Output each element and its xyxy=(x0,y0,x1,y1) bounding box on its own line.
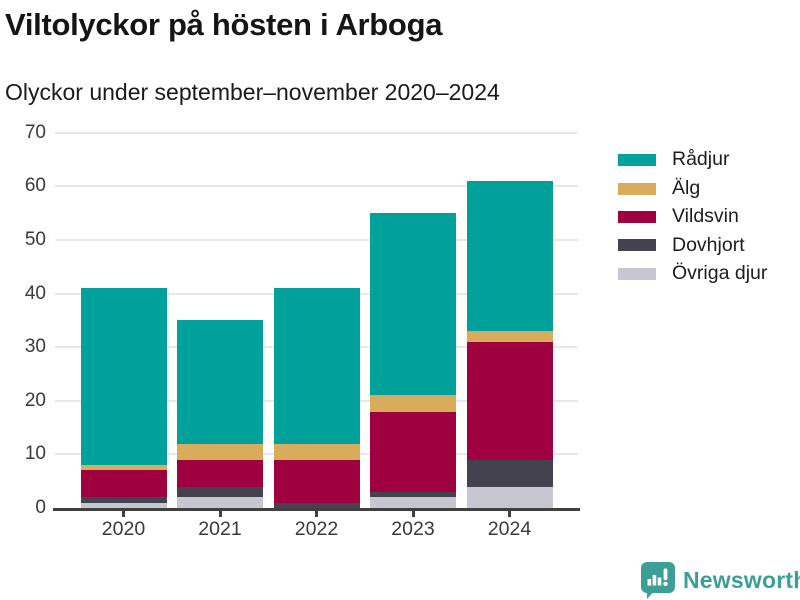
legend: Rådjur Älg Vildsvin Dovhjort Övriga djur xyxy=(618,146,767,288)
bar-segment xyxy=(177,487,263,497)
legend-swatch xyxy=(618,239,656,252)
bar-segment xyxy=(370,497,456,508)
x-axis-label: 2023 xyxy=(391,518,435,540)
bar-segment xyxy=(80,470,167,497)
chart-subtitle: Olyckor under september–november 2020–20… xyxy=(5,79,500,105)
bar-segment xyxy=(273,444,360,460)
brand-logo: Newsworthy xyxy=(641,562,800,599)
y-axis-label: 20 xyxy=(24,389,46,411)
chart-title: Viltolyckor på hösten i Arboga xyxy=(5,7,443,42)
legend-item: Rådjur xyxy=(618,146,767,174)
legend-item: Dovhjort xyxy=(618,231,767,259)
bar-segment xyxy=(80,503,167,508)
x-axis-line xyxy=(53,508,580,511)
legend-label: Vildsvin xyxy=(672,205,739,228)
bar-segment xyxy=(80,497,167,503)
bar-segment xyxy=(370,412,456,492)
bar-segment xyxy=(466,331,553,342)
x-axis-tick xyxy=(315,510,318,517)
y-axis-label: 70 xyxy=(24,121,46,143)
brand-name: Newsworthy xyxy=(683,567,800,593)
legend-label: Dovhjort xyxy=(672,233,745,256)
bar-segment xyxy=(273,460,360,503)
bar-segment xyxy=(177,497,263,508)
gridline xyxy=(55,239,578,241)
x-axis-label: 2022 xyxy=(294,518,339,540)
y-axis-label: 40 xyxy=(24,282,46,304)
x-axis-tick xyxy=(411,510,415,517)
y-axis-label: 0 xyxy=(35,497,46,518)
bar-segment xyxy=(466,342,553,460)
bar-segment xyxy=(177,320,263,444)
y-axis-label: 60 xyxy=(24,175,46,197)
bar-segment xyxy=(177,444,263,460)
x-axis-label: 2021 xyxy=(198,518,242,540)
x-axis-label: 2020 xyxy=(101,518,146,540)
bar-segment xyxy=(177,460,263,487)
x-axis-label: 2024 xyxy=(487,518,532,540)
legend-swatch xyxy=(618,182,656,195)
bar-segment xyxy=(370,213,456,395)
legend-swatch xyxy=(618,210,656,223)
legend-item: Vildsvin xyxy=(618,203,767,231)
gridline xyxy=(55,185,578,188)
legend-label: Älg xyxy=(672,176,701,199)
x-axis-tick xyxy=(508,510,511,517)
bar-segment xyxy=(370,492,456,497)
gridline xyxy=(55,131,578,134)
legend-swatch xyxy=(618,154,656,167)
y-axis-label: 30 xyxy=(24,336,46,358)
newsworthy-icon xyxy=(641,562,675,599)
x-axis-tick xyxy=(122,510,125,517)
legend-label: Övriga djur xyxy=(672,262,768,284)
bar-segment xyxy=(370,395,456,412)
bar-segment xyxy=(466,487,553,508)
bar-segment xyxy=(466,181,553,331)
legend-label: Rådjur xyxy=(672,148,730,171)
y-axis-label: 10 xyxy=(24,443,46,465)
bar-segment xyxy=(80,465,167,470)
bar-segment xyxy=(80,288,167,465)
legend-item: Övriga djur xyxy=(618,260,767,288)
legend-swatch xyxy=(618,267,656,280)
legend-item: Älg xyxy=(618,174,767,202)
y-axis-label: 50 xyxy=(24,229,46,250)
bar-segment xyxy=(273,503,360,508)
x-axis-tick xyxy=(218,510,222,517)
bar-segment xyxy=(466,460,553,487)
bar-segment xyxy=(273,288,360,444)
